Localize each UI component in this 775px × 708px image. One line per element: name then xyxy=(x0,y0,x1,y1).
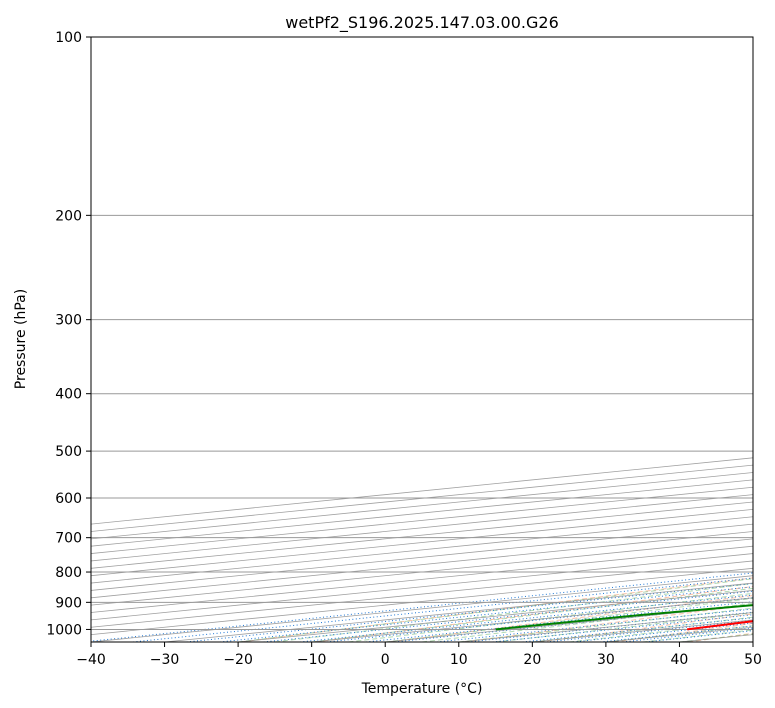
dry-adiabat-line xyxy=(763,37,775,642)
y-tick-label: 300 xyxy=(55,313,82,329)
isotherm-line xyxy=(91,494,753,562)
dry-adiabat-line xyxy=(613,622,753,642)
y-tick-label: 600 xyxy=(55,491,82,507)
isotherm-line xyxy=(91,508,753,577)
moist-adiabat-line xyxy=(458,607,753,642)
x-axis-ticks: −40 −30 −20 −10 0 10 20 30 40 50 xyxy=(76,642,762,668)
moist-adiabat-line xyxy=(348,592,753,642)
dry-adiabat-line xyxy=(389,594,753,642)
moist-adiabat-line xyxy=(569,621,753,642)
y-tick-label: 200 xyxy=(55,208,82,224)
x-tick-label: 10 xyxy=(450,652,468,668)
x-tick-label: 0 xyxy=(381,652,390,668)
isotherm-line xyxy=(91,501,753,569)
isotherm-line xyxy=(458,612,753,642)
x-tick-label: −10 xyxy=(297,652,327,668)
y-tick-label: 700 xyxy=(55,531,82,547)
mixing-ratio-line xyxy=(263,590,753,642)
moist-adiabat-line xyxy=(274,582,753,642)
y-tick-label: 1000 xyxy=(46,622,82,638)
x-axis-label: Temperature (°C) xyxy=(361,681,483,697)
mixing-ratio-line xyxy=(299,594,753,642)
moist-adiabat-line xyxy=(238,578,753,642)
dry-adiabat-line xyxy=(539,613,753,642)
dry-adiabat-line xyxy=(464,604,753,642)
mixing-ratio-line xyxy=(467,611,753,642)
y-axis-label: Pressure (hPa) xyxy=(13,289,29,389)
moist-adiabat-line xyxy=(385,597,753,642)
isotherm-line xyxy=(91,575,753,642)
x-tick-label: 20 xyxy=(523,652,541,668)
isotherm-line xyxy=(532,619,753,642)
moist-adiabat-line xyxy=(421,602,753,642)
isotherm-line xyxy=(385,604,753,642)
isotherm-line xyxy=(679,634,753,642)
mixing-ratio-line xyxy=(365,601,753,642)
isotherm-line xyxy=(91,567,753,636)
isotherm-line xyxy=(91,523,753,591)
isotherm-line xyxy=(91,479,753,547)
y-tick-label: 800 xyxy=(55,565,82,581)
y-tick-label: 100 xyxy=(55,30,82,46)
plot-frame xyxy=(90,36,754,643)
x-tick-label: −20 xyxy=(223,652,253,668)
isotherm-line xyxy=(91,538,753,606)
isotherm-line xyxy=(91,486,753,554)
y-tick-label: 500 xyxy=(55,444,82,460)
mixing-ratio-line xyxy=(219,586,753,642)
x-tick-label: −40 xyxy=(76,652,106,668)
y-tick-label: 900 xyxy=(55,595,82,611)
x-tick-label: 30 xyxy=(597,652,615,668)
moist-adiabat-line xyxy=(532,616,753,642)
x-tick-label: 40 xyxy=(671,652,689,668)
y-tick-label: 400 xyxy=(55,387,82,403)
x-tick-label: −30 xyxy=(150,652,180,668)
isotherm-line xyxy=(238,590,753,642)
isotherm-line xyxy=(164,582,753,642)
temperature-profile-line xyxy=(686,620,753,631)
isotherm-line xyxy=(91,516,753,584)
moist-adiabat-line xyxy=(679,633,753,642)
isotherm-line xyxy=(752,641,753,642)
x-tick-label: 50 xyxy=(744,652,762,668)
moist-adiabat-line xyxy=(642,629,753,642)
moist-adiabat-line xyxy=(495,612,753,642)
isotherm-line xyxy=(91,531,753,599)
y-axis-ticks: 1000 900 800 700 600 500 400 300 200 100 xyxy=(46,30,91,638)
chart-title: wetPf2_S196.2025.147.03.00.G26 xyxy=(285,13,559,33)
dry-adiabat-line xyxy=(240,577,753,642)
grid-lines xyxy=(91,37,753,642)
